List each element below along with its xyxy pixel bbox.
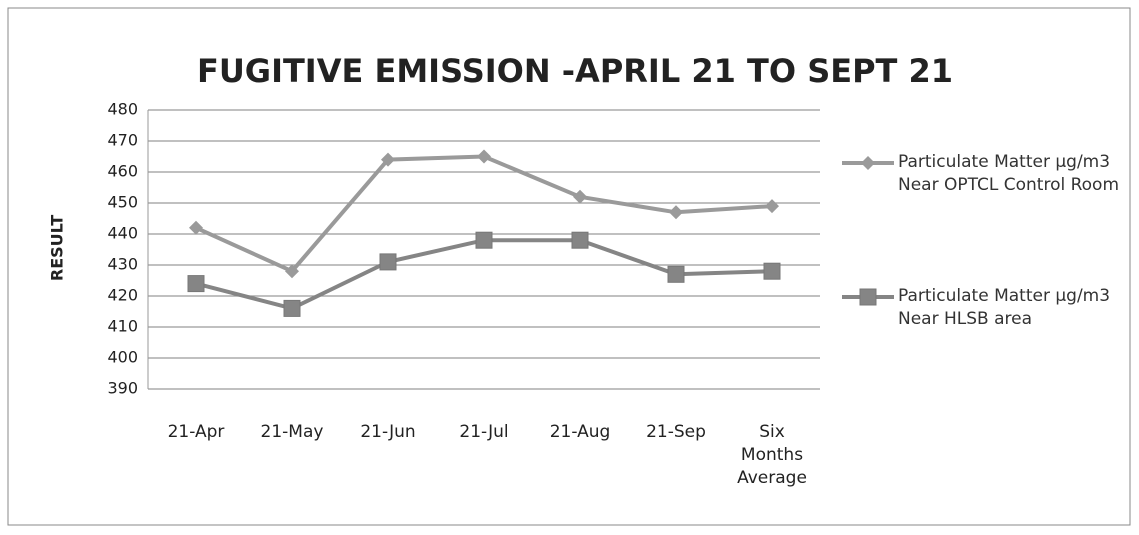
chart-border — [7, 7, 1131, 526]
series-line — [195, 154, 773, 274]
x-tick-label: 21-Sep — [646, 422, 706, 442]
y-tick-label: 400 — [107, 348, 138, 367]
marker — [573, 189, 587, 204]
marker — [285, 264, 299, 279]
x-tick-label: 21-Jun — [360, 422, 416, 442]
x-tick-label: 21-May — [260, 422, 324, 442]
y-axis-label: RESULT — [48, 215, 67, 281]
y-tick-label: 420 — [107, 286, 138, 305]
legend-label: Particulate Matter µg/m3 Near HLSB area — [898, 286, 1111, 329]
marker — [475, 231, 493, 249]
series-line — [195, 238, 773, 311]
y-tick-label: 470 — [107, 131, 138, 150]
y-tick-label: 450 — [107, 193, 138, 212]
marker — [381, 152, 395, 167]
y-tick-label: 460 — [107, 162, 138, 181]
x-tick-label: 21-Apr — [167, 422, 225, 442]
x-tick-label: Six Months Average — [737, 422, 807, 488]
y-tick-label: 480 — [107, 100, 138, 119]
y-tick-label: 390 — [107, 379, 138, 398]
marker — [477, 149, 491, 164]
chart-title: FUGITIVE EMISSION -APRIL 21 TO SEPT 21 — [197, 52, 953, 90]
marker — [187, 275, 205, 293]
y-tick-label: 410 — [107, 317, 138, 336]
marker — [861, 156, 875, 170]
marker — [667, 265, 685, 283]
marker — [859, 288, 877, 306]
marker — [283, 299, 301, 317]
y-tick-label: 440 — [107, 224, 138, 243]
marker — [763, 262, 781, 280]
marker — [189, 220, 203, 235]
legend-label: Particulate Matter µg/m3 Near OPTCL Cont… — [898, 152, 1120, 195]
marker — [379, 253, 397, 271]
marker — [571, 231, 589, 249]
marker — [765, 199, 779, 214]
x-tick-label: 21-Aug — [549, 422, 611, 442]
marker — [669, 205, 683, 220]
y-tick-label: 430 — [107, 255, 138, 274]
x-tick-label: 21-Jul — [459, 422, 509, 442]
